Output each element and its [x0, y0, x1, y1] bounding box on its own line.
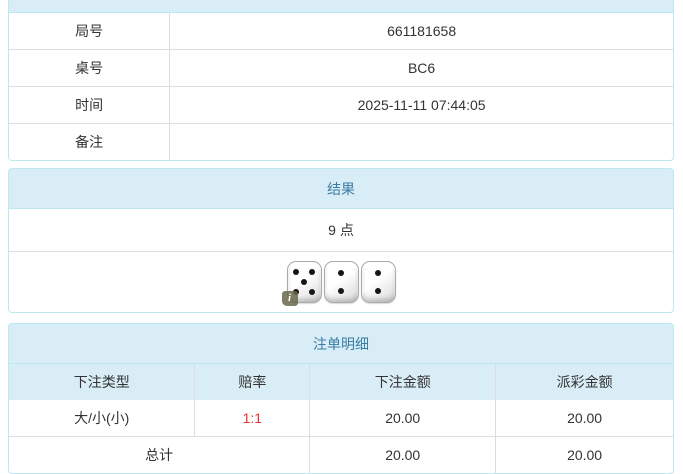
die-pip — [308, 289, 315, 295]
total-row: 总计 20.00 20.00 — [9, 436, 673, 473]
info-label-time: 时间 — [9, 86, 171, 124]
game-info-panel-heading — [9, 0, 673, 13]
table-row: 局号 661181658 — [9, 13, 673, 50]
game-info-panel: 局号 661181658 桌号 BC6 时间 2025-11-11 07:44:… — [8, 0, 674, 161]
die-pip — [293, 269, 300, 275]
odds-cell: 1:1 — [194, 400, 311, 437]
result-panel: 结果 9 点 i — [8, 168, 674, 313]
col-bet-amount: 下注金额 — [309, 364, 497, 400]
col-bet-type: 下注类型 — [9, 364, 196, 400]
result-points: 9 点 — [9, 209, 673, 252]
result-panel-heading: 结果 — [9, 169, 673, 209]
table-header-row: 下注类型 赔率 下注金额 派彩金额 — [9, 364, 673, 400]
die-pip — [308, 269, 315, 275]
info-icon[interactable]: i — [281, 291, 298, 306]
col-payout-amount: 派彩金额 — [495, 364, 673, 400]
info-value-time: 2025-11-11 07:44:05 — [169, 86, 673, 124]
bets-panel-heading: 注单明细 — [9, 324, 673, 364]
dice-group: i — [281, 261, 396, 306]
die-pip — [375, 288, 381, 295]
info-value-remark — [169, 123, 673, 160]
total-label-cell: 总计 — [9, 436, 311, 473]
table-row: 时间 2025-11-11 07:44:05 — [9, 86, 673, 124]
info-label-table: 桌号 — [9, 49, 171, 87]
table-row: 备注 — [9, 123, 673, 160]
bets-panel: 注单明细 下注类型 赔率 下注金额 派彩金额 大/小(小) 1:1 20.00 … — [8, 323, 674, 474]
dice-row: i — [9, 252, 673, 312]
die-pip — [301, 279, 307, 285]
info-value-round: 661181658 — [169, 13, 673, 50]
die-2 — [360, 261, 396, 303]
die-pip — [338, 288, 344, 295]
table-row: 大/小(小) 1:1 20.00 20.00 — [9, 400, 673, 437]
info-label-round: 局号 — [9, 13, 171, 50]
die-pip — [375, 269, 381, 276]
total-payout-amount-cell: 20.00 — [495, 436, 673, 473]
bet-type-cell: 大/小(小) — [9, 400, 196, 437]
total-bet-amount-cell: 20.00 — [309, 436, 497, 473]
info-value-table: BC6 — [169, 49, 673, 87]
payout-amount-cell: 20.00 — [495, 400, 673, 437]
die-2 — [323, 261, 359, 303]
die-pip — [338, 269, 344, 276]
bets-table: 下注类型 赔率 下注金额 派彩金额 大/小(小) 1:1 20.00 20.00… — [9, 364, 673, 473]
col-odds: 赔率 — [194, 364, 311, 400]
bet-amount-cell: 20.00 — [309, 400, 497, 437]
table-row: 桌号 BC6 — [9, 49, 673, 87]
game-info-table: 局号 661181658 桌号 BC6 时间 2025-11-11 07:44:… — [9, 13, 673, 160]
info-label-remark: 备注 — [9, 123, 171, 160]
